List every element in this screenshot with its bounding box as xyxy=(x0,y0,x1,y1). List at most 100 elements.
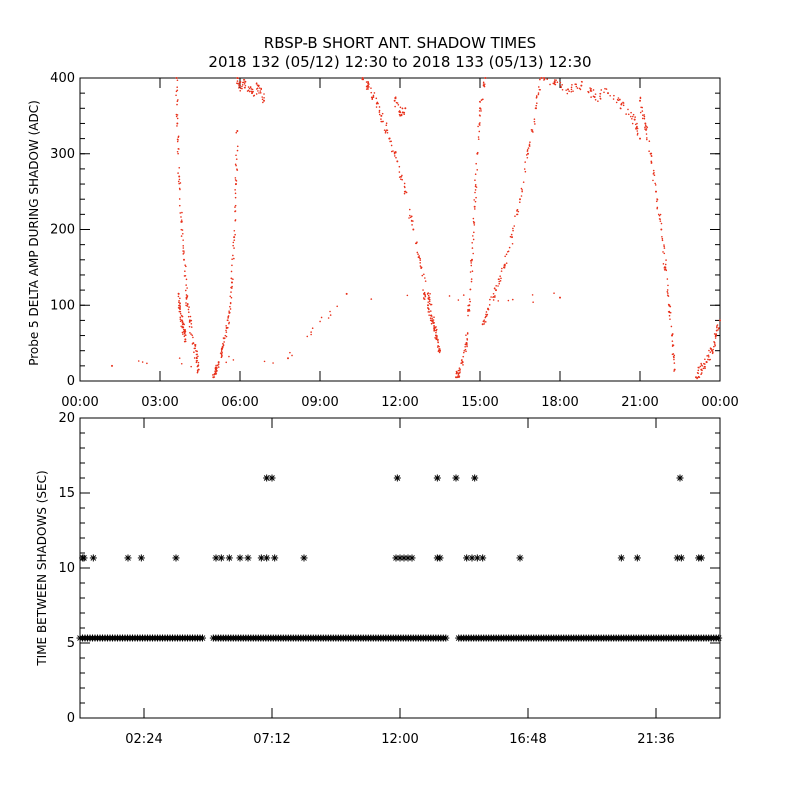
data-point xyxy=(484,316,487,319)
data-point xyxy=(431,317,433,320)
data-point xyxy=(478,110,481,112)
data-point xyxy=(222,344,225,347)
data-point xyxy=(197,361,200,364)
data-point xyxy=(439,349,441,352)
data-point xyxy=(436,336,438,338)
data-point xyxy=(195,361,198,364)
data-point xyxy=(230,286,232,289)
data-point xyxy=(465,342,468,344)
data-point xyxy=(462,364,464,366)
data-point xyxy=(236,169,239,171)
data-point xyxy=(712,351,714,353)
data-point xyxy=(234,163,237,166)
data-point xyxy=(178,357,181,359)
data-point xyxy=(484,321,487,323)
data-point xyxy=(392,150,394,152)
data-point xyxy=(559,81,562,84)
data-point xyxy=(468,304,471,307)
data-point xyxy=(483,83,486,85)
data-point xyxy=(225,361,228,364)
data-point xyxy=(462,355,465,358)
data-point xyxy=(716,324,719,326)
data-point xyxy=(178,166,181,169)
data-point xyxy=(524,161,526,163)
data-point xyxy=(196,370,199,373)
data-point xyxy=(181,220,183,223)
data-point xyxy=(306,335,309,338)
data-point xyxy=(707,358,709,361)
data-point xyxy=(452,474,460,482)
data-point xyxy=(517,210,520,213)
data-point xyxy=(654,184,657,186)
data-point xyxy=(187,315,190,318)
data-point xyxy=(229,305,231,308)
data-point xyxy=(419,265,422,267)
data-point xyxy=(179,318,182,321)
data-point xyxy=(612,98,615,100)
data-point xyxy=(189,315,192,318)
data-point xyxy=(263,97,265,99)
data-point xyxy=(225,554,233,562)
data-point xyxy=(181,323,184,326)
data-point xyxy=(394,105,396,108)
data-point xyxy=(695,376,697,379)
data-point xyxy=(141,361,144,363)
data-point xyxy=(486,313,489,316)
data-point xyxy=(479,101,482,103)
data-point xyxy=(236,145,239,148)
data-point xyxy=(311,327,314,330)
data-point xyxy=(560,86,562,89)
data-point xyxy=(467,310,469,312)
data-point xyxy=(650,161,653,163)
data-point xyxy=(457,299,460,301)
data-point xyxy=(405,191,408,194)
data-point xyxy=(419,259,422,261)
data-point xyxy=(434,334,437,337)
data-point xyxy=(663,268,666,271)
data-point xyxy=(428,296,431,299)
data-point xyxy=(653,174,656,177)
data-point xyxy=(497,285,499,287)
bottom-y-tick-label: 10 xyxy=(58,561,75,576)
data-point xyxy=(513,225,516,227)
data-point xyxy=(533,118,536,120)
data-point xyxy=(646,138,648,141)
data-point xyxy=(176,140,179,143)
data-point xyxy=(241,87,243,90)
data-point xyxy=(234,179,237,181)
data-point xyxy=(243,79,246,81)
data-point xyxy=(373,92,376,94)
data-point xyxy=(469,288,472,291)
data-point xyxy=(665,259,667,261)
data-point xyxy=(666,290,669,293)
top-x-tick-label: 00:00 xyxy=(701,395,738,410)
data-point xyxy=(587,91,590,94)
data-point xyxy=(519,198,521,201)
data-point xyxy=(468,298,471,300)
data-point xyxy=(659,213,662,216)
data-point xyxy=(561,84,563,86)
data-point xyxy=(478,130,481,133)
data-point xyxy=(597,100,599,102)
data-point xyxy=(410,215,413,218)
data-point xyxy=(464,348,467,351)
bottom-x-tick-label: 12:00 xyxy=(381,732,418,747)
data-point xyxy=(663,252,666,255)
data-point xyxy=(438,348,441,350)
data-point xyxy=(473,222,476,224)
data-point xyxy=(243,81,245,84)
data-point xyxy=(182,239,184,241)
data-point xyxy=(622,104,625,107)
data-point xyxy=(652,179,654,182)
data-point xyxy=(177,148,180,150)
data-point xyxy=(549,83,551,86)
data-point xyxy=(711,349,713,352)
data-point xyxy=(259,90,262,92)
data-point xyxy=(399,178,402,180)
data-point xyxy=(432,319,435,321)
data-point xyxy=(370,298,373,300)
data-point xyxy=(228,322,230,325)
data-point xyxy=(617,97,620,99)
data-point xyxy=(473,224,476,226)
data-point xyxy=(186,287,188,289)
